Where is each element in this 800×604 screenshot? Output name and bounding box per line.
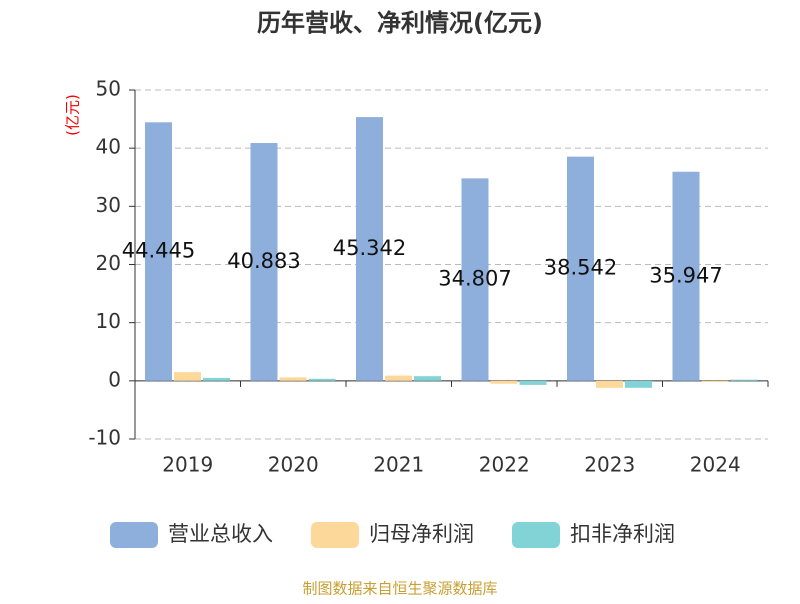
y-tick-label: 20 — [96, 251, 121, 275]
legend-swatch — [311, 522, 359, 548]
y-tick-label: 30 — [96, 193, 121, 217]
data-label: 40.883 — [227, 249, 300, 273]
x-tick-label: 2024 — [690, 453, 741, 477]
bar — [461, 178, 489, 381]
bar — [308, 378, 336, 381]
legend-label: 扣非净利润 — [570, 522, 675, 546]
legend-swatch — [512, 522, 560, 548]
y-tick-label: 10 — [96, 309, 121, 333]
data-label: 35.947 — [649, 263, 722, 287]
chart-title: 历年营收、净利情况(亿元) — [257, 9, 543, 37]
source-note: 制图数据来自恒生聚源数据库 — [302, 580, 497, 598]
legend-swatch — [110, 522, 158, 548]
legend-label: 归母净利润 — [369, 522, 474, 546]
data-label: 38.542 — [544, 256, 617, 280]
bar — [279, 377, 307, 381]
bar — [356, 117, 383, 381]
bar — [490, 380, 518, 384]
bar — [730, 379, 758, 381]
y-tick-label: 40 — [96, 135, 121, 159]
bar — [385, 375, 412, 381]
data-label: 45.342 — [333, 236, 406, 260]
x-tick-label: 2020 — [268, 453, 319, 477]
bar — [174, 372, 201, 381]
bar — [672, 171, 700, 381]
y-unit: (亿元) — [64, 94, 82, 136]
y-tick-label: 0 — [108, 367, 121, 391]
data-label: 44.445 — [122, 239, 195, 263]
bar — [250, 143, 278, 381]
x-tick-label: 2021 — [373, 453, 424, 477]
bar — [596, 380, 623, 388]
x-tick-label: 2022 — [479, 453, 530, 477]
bar — [567, 156, 594, 381]
legend-label: 营业总收入 — [168, 522, 273, 546]
bar — [414, 376, 441, 381]
x-tick-label: 2019 — [162, 453, 213, 477]
y-tick-label: 50 — [96, 77, 121, 101]
bar — [203, 377, 230, 381]
bar — [145, 122, 172, 381]
x-tick-label: 2023 — [584, 453, 635, 477]
data-label: 34.807 — [438, 267, 511, 291]
y-tick-label: -10 — [88, 426, 121, 450]
bar — [701, 380, 729, 382]
bar — [625, 380, 652, 388]
bar — [519, 380, 547, 385]
